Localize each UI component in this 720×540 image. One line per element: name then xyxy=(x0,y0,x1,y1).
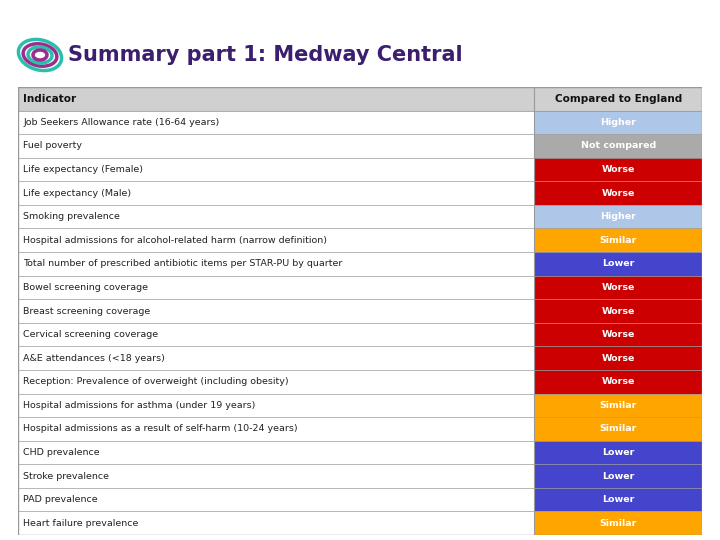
Bar xyxy=(18,228,534,252)
Text: Similar: Similar xyxy=(600,424,637,434)
Bar xyxy=(534,252,702,275)
Bar xyxy=(18,394,534,417)
Text: Lower: Lower xyxy=(602,259,634,268)
Text: Total number of prescribed antibiotic items per STAR-PU by quarter: Total number of prescribed antibiotic it… xyxy=(24,259,343,268)
Text: Lower: Lower xyxy=(602,495,634,504)
Text: Worse: Worse xyxy=(601,188,635,198)
Bar xyxy=(18,441,534,464)
Bar xyxy=(18,111,534,134)
Bar xyxy=(18,299,534,323)
Text: Compared to England: Compared to England xyxy=(554,94,682,104)
Text: Stroke prevalence: Stroke prevalence xyxy=(24,471,109,481)
Bar xyxy=(534,181,702,205)
Text: Hospital admissions for alcohol-related harm (narrow definition): Hospital admissions for alcohol-related … xyxy=(24,236,328,245)
Text: A&E attendances (<18 years): A&E attendances (<18 years) xyxy=(24,354,166,363)
Bar xyxy=(534,134,702,158)
Bar xyxy=(534,346,702,370)
Bar xyxy=(534,441,702,464)
Bar xyxy=(18,370,534,394)
Bar xyxy=(534,464,702,488)
Text: Worse: Worse xyxy=(601,377,635,386)
Text: Worse: Worse xyxy=(601,354,635,363)
Bar xyxy=(534,158,702,181)
Text: Smoking prevalence: Smoking prevalence xyxy=(24,212,120,221)
Bar xyxy=(534,205,702,228)
Bar xyxy=(534,488,702,511)
Text: Higher: Higher xyxy=(600,118,636,127)
Text: Life expectancy (Male): Life expectancy (Male) xyxy=(24,188,132,198)
Text: Similar: Similar xyxy=(600,401,637,410)
Bar xyxy=(18,158,534,181)
Text: Hospital admissions as a result of self-harm (10-24 years): Hospital admissions as a result of self-… xyxy=(24,424,298,434)
Bar xyxy=(18,464,534,488)
Bar xyxy=(18,511,534,535)
Text: Worse: Worse xyxy=(601,283,635,292)
Text: Bowel screening coverage: Bowel screening coverage xyxy=(24,283,148,292)
Text: Reception: Prevalence of overweight (including obesity): Reception: Prevalence of overweight (inc… xyxy=(24,377,289,386)
Text: Summary part 1: Medway Central: Summary part 1: Medway Central xyxy=(68,45,463,65)
Text: Worse: Worse xyxy=(601,307,635,315)
Text: Job Seekers Allowance rate (16-64 years): Job Seekers Allowance rate (16-64 years) xyxy=(24,118,220,127)
Bar xyxy=(18,488,534,511)
Text: Similar: Similar xyxy=(600,236,637,245)
Bar xyxy=(18,87,702,111)
Bar xyxy=(534,417,702,441)
Text: Worse: Worse xyxy=(601,330,635,339)
Bar xyxy=(534,370,702,394)
Bar xyxy=(18,181,534,205)
Text: Not compared: Not compared xyxy=(580,141,656,151)
Bar xyxy=(534,394,702,417)
Bar xyxy=(18,346,534,370)
Text: Breast screening coverage: Breast screening coverage xyxy=(24,307,150,315)
Text: 2: 2 xyxy=(8,8,17,21)
Text: CHD prevalence: CHD prevalence xyxy=(24,448,100,457)
Text: Higher: Higher xyxy=(600,212,636,221)
Bar xyxy=(534,511,702,535)
Bar xyxy=(18,323,534,346)
Text: Life expectancy (Female): Life expectancy (Female) xyxy=(24,165,143,174)
Bar xyxy=(534,299,702,323)
Bar xyxy=(18,417,534,441)
Bar xyxy=(534,275,702,299)
Text: Hospital admissions for asthma (under 19 years): Hospital admissions for asthma (under 19… xyxy=(24,401,256,410)
Text: Worse: Worse xyxy=(601,165,635,174)
Text: Heart failure prevalence: Heart failure prevalence xyxy=(24,519,139,528)
Text: PAD prevalence: PAD prevalence xyxy=(24,495,98,504)
Text: Fuel poverty: Fuel poverty xyxy=(24,141,83,151)
Text: Indicator: Indicator xyxy=(24,94,76,104)
Text: Cervical screening coverage: Cervical screening coverage xyxy=(24,330,158,339)
Bar xyxy=(534,228,702,252)
Text: Similar: Similar xyxy=(600,519,637,528)
Bar xyxy=(18,275,534,299)
Text: Lower: Lower xyxy=(602,448,634,457)
Bar xyxy=(18,134,534,158)
Bar xyxy=(534,111,702,134)
Bar xyxy=(18,252,534,275)
Text: Lower: Lower xyxy=(602,471,634,481)
Bar xyxy=(534,323,702,346)
Bar xyxy=(18,205,534,228)
